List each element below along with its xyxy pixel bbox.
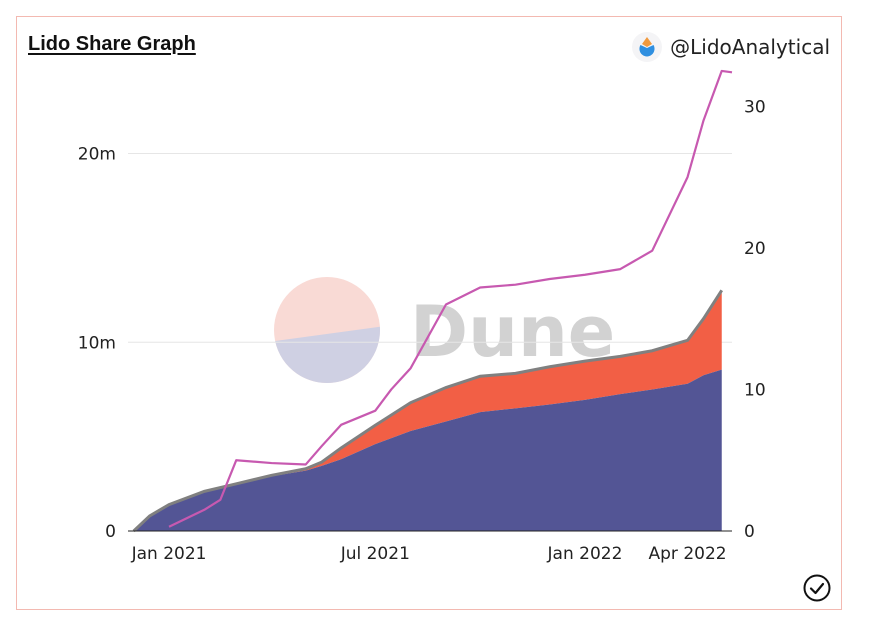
grid-lines	[128, 153, 732, 343]
dune-watermark: Dune	[274, 277, 615, 384]
area-series-top	[133, 290, 722, 531]
lido-drop-icon	[632, 32, 663, 62]
x-tick-label: Jul 2021	[340, 544, 410, 564]
x-tick-label: Jan 2021	[131, 544, 207, 564]
x-tick-label: Jan 2022	[547, 544, 623, 564]
chart-title[interactable]: Lido Share Graph	[28, 33, 196, 55]
y-right-tick-label: 30	[744, 97, 766, 117]
x-tick-label: Apr 2022	[649, 544, 727, 564]
y-right-tick-label: 10	[744, 380, 766, 400]
stacked-areas	[132, 289, 724, 533]
status-check[interactable]	[802, 573, 832, 608]
y-left-tick-label: 0	[105, 522, 116, 542]
y-left-tick-label: 10m	[78, 333, 116, 353]
y-right-tick-label: 20	[744, 239, 766, 259]
author-handle: @LidoAnalytical	[670, 35, 830, 59]
author-badge[interactable]: @LidoAnalytical	[632, 32, 830, 62]
check-circle-icon	[803, 574, 831, 602]
ratio-line	[168, 69, 733, 528]
area-top-boundary	[132, 289, 724, 533]
area-series-bottom	[133, 369, 722, 531]
axes: Jan 2021 Jul 2021 Jan 2022 Apr 2022 0 10m 20m 0…	[78, 97, 766, 564]
y-left-tick-label: 20m	[78, 145, 116, 165]
watermark-text: Dune	[410, 291, 615, 373]
line-series	[168, 69, 733, 528]
y-right-tick-label: 0	[744, 522, 755, 542]
